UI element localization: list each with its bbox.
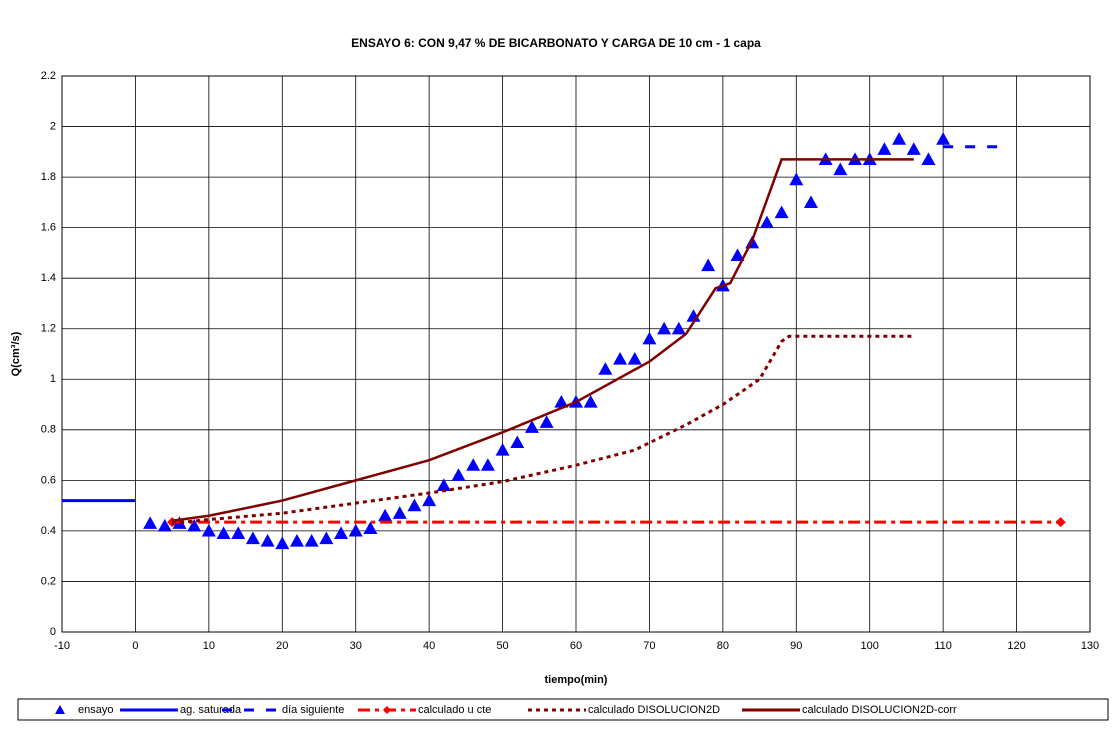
x-tick-label: 60 <box>570 640 582 652</box>
data-point <box>892 132 907 145</box>
x-tick-label: 10 <box>203 640 215 652</box>
data-point <box>789 172 804 186</box>
y-tick-label: 1 <box>50 373 56 385</box>
data-point <box>216 526 231 540</box>
y-tick-label: 0.2 <box>41 575 56 587</box>
data-point <box>906 142 921 155</box>
plot-border <box>61 75 1091 633</box>
data-point <box>495 443 510 456</box>
data-point <box>451 468 466 481</box>
data-point <box>334 526 349 540</box>
data-point <box>378 508 393 522</box>
data-point <box>730 248 745 262</box>
y-tick-label: 0 <box>50 626 56 638</box>
data-point <box>642 331 657 345</box>
data-point <box>583 395 598 408</box>
data-point <box>157 518 172 532</box>
x-tick-label: 90 <box>790 640 802 652</box>
y-tick-label: 1.8 <box>41 171 56 183</box>
data-point <box>539 415 554 428</box>
data-point <box>201 523 216 537</box>
chart-title: ENSAYO 6: CON 9,47 % DE BICARBONATO Y CA… <box>351 36 761 50</box>
legend-marker <box>55 705 65 714</box>
x-tick-label: 130 <box>1081 640 1099 652</box>
data-point <box>363 521 378 534</box>
data-point <box>759 215 774 229</box>
data-point <box>877 142 892 155</box>
data-point <box>480 458 495 471</box>
x-tick-label: 110 <box>934 640 952 652</box>
x-tick-label: 70 <box>643 640 655 652</box>
legend-box <box>17 698 1109 721</box>
data-point <box>671 321 686 335</box>
data-point <box>598 362 613 375</box>
data-point <box>1055 517 1066 528</box>
x-tick-label: 120 <box>1007 640 1025 652</box>
data-point <box>231 526 246 540</box>
data-point <box>392 506 407 519</box>
data-point <box>774 205 789 219</box>
series-line <box>171 334 914 525</box>
y-axis-label: Q(cm³/s) <box>10 331 22 376</box>
legend-label: ag. saturada <box>180 704 242 716</box>
x-tick-label: 50 <box>496 640 508 652</box>
x-tick-label: 100 <box>861 640 879 652</box>
y-tick-label: 2 <box>50 120 56 132</box>
data-point <box>289 534 304 547</box>
data-point <box>304 534 319 547</box>
data-point <box>701 258 716 272</box>
data-point <box>319 531 334 545</box>
y-tick-label: 0.8 <box>41 424 56 436</box>
data-point <box>407 498 422 512</box>
y-tick-label: 1.2 <box>41 323 56 335</box>
series-line <box>171 158 914 523</box>
data-point <box>436 478 451 492</box>
y-tick-label: 1.6 <box>41 222 56 234</box>
legend-marker <box>383 706 391 714</box>
legend-label: calculado DISOLUCION2D-corr <box>802 704 957 716</box>
legend-label: ensayo <box>78 704 113 716</box>
x-tick-label: 40 <box>423 640 435 652</box>
legend-label: día siguiente <box>282 704 344 716</box>
y-tick-label: 1.4 <box>41 272 56 284</box>
data-point <box>466 458 481 471</box>
x-tick-label: 30 <box>350 640 362 652</box>
data-point <box>260 534 275 547</box>
x-tick-label: 20 <box>276 640 288 652</box>
x-tick-label: 80 <box>717 640 729 652</box>
x-tick-label: 0 <box>132 640 138 652</box>
legend-label: calculado u cte <box>418 704 491 716</box>
data-point <box>348 523 363 537</box>
data-point <box>613 352 628 365</box>
data-point <box>245 531 260 545</box>
x-tick-label: -10 <box>54 640 70 652</box>
y-tick-label: 0.4 <box>41 525 56 537</box>
data-point <box>627 352 642 365</box>
data-point <box>422 493 437 507</box>
data-point <box>275 536 290 550</box>
data-point <box>921 152 936 165</box>
data-point <box>187 518 202 532</box>
data-point <box>803 195 818 208</box>
data-point <box>524 420 539 433</box>
data-point <box>657 321 672 335</box>
x-axis-label: tiempo(min) <box>545 674 608 686</box>
data-point <box>143 516 158 529</box>
data-point <box>833 162 848 176</box>
y-tick-label: 2.2 <box>41 70 56 82</box>
data-point <box>554 395 569 408</box>
data-point <box>936 132 951 145</box>
y-tick-label: 0.6 <box>41 474 56 486</box>
legend-label: calculado DISOLUCION2D <box>588 704 720 716</box>
data-point <box>510 435 525 449</box>
